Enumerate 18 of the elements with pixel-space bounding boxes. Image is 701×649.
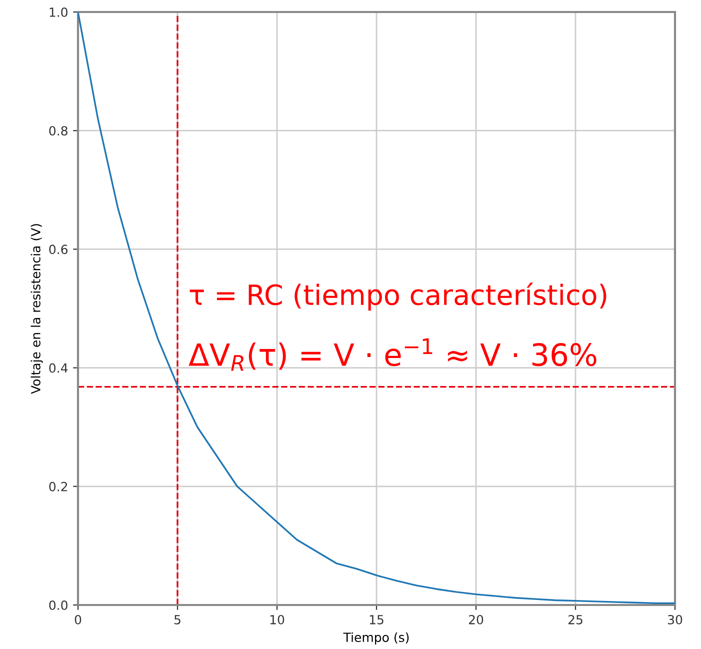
line-series <box>78 12 675 604</box>
y-tick-label: 0.6 <box>49 244 68 254</box>
x-tick-label: 0 <box>74 614 82 624</box>
y-tick-label: 0.2 <box>49 482 68 492</box>
x-tick-label: 20 <box>468 614 484 624</box>
y-axis-title: Voltaje en la resistencia (V) <box>30 224 43 394</box>
y-tick-label: 0.8 <box>49 126 68 136</box>
x-axis-title: Tiempo (s) <box>343 632 409 644</box>
x-tick-label: 15 <box>370 615 384 624</box>
x-tick-label: 25 <box>568 614 582 624</box>
y-tick-label: 0.0 <box>49 600 68 610</box>
annotation: τ = RC (tiempo característico) <box>190 282 606 311</box>
annotation: ΔV$_{R}$(τ) = V · e$^{−1}$ ≈ V · 36% <box>188 338 596 371</box>
x-tick-label: 30 <box>668 614 682 624</box>
y-tick-label: 0.4 <box>49 363 68 373</box>
x-tick-label: 10 <box>270 614 284 624</box>
y-tick-label: 1.0 <box>50 7 68 17</box>
x-tick-label: 5 <box>174 615 180 624</box>
